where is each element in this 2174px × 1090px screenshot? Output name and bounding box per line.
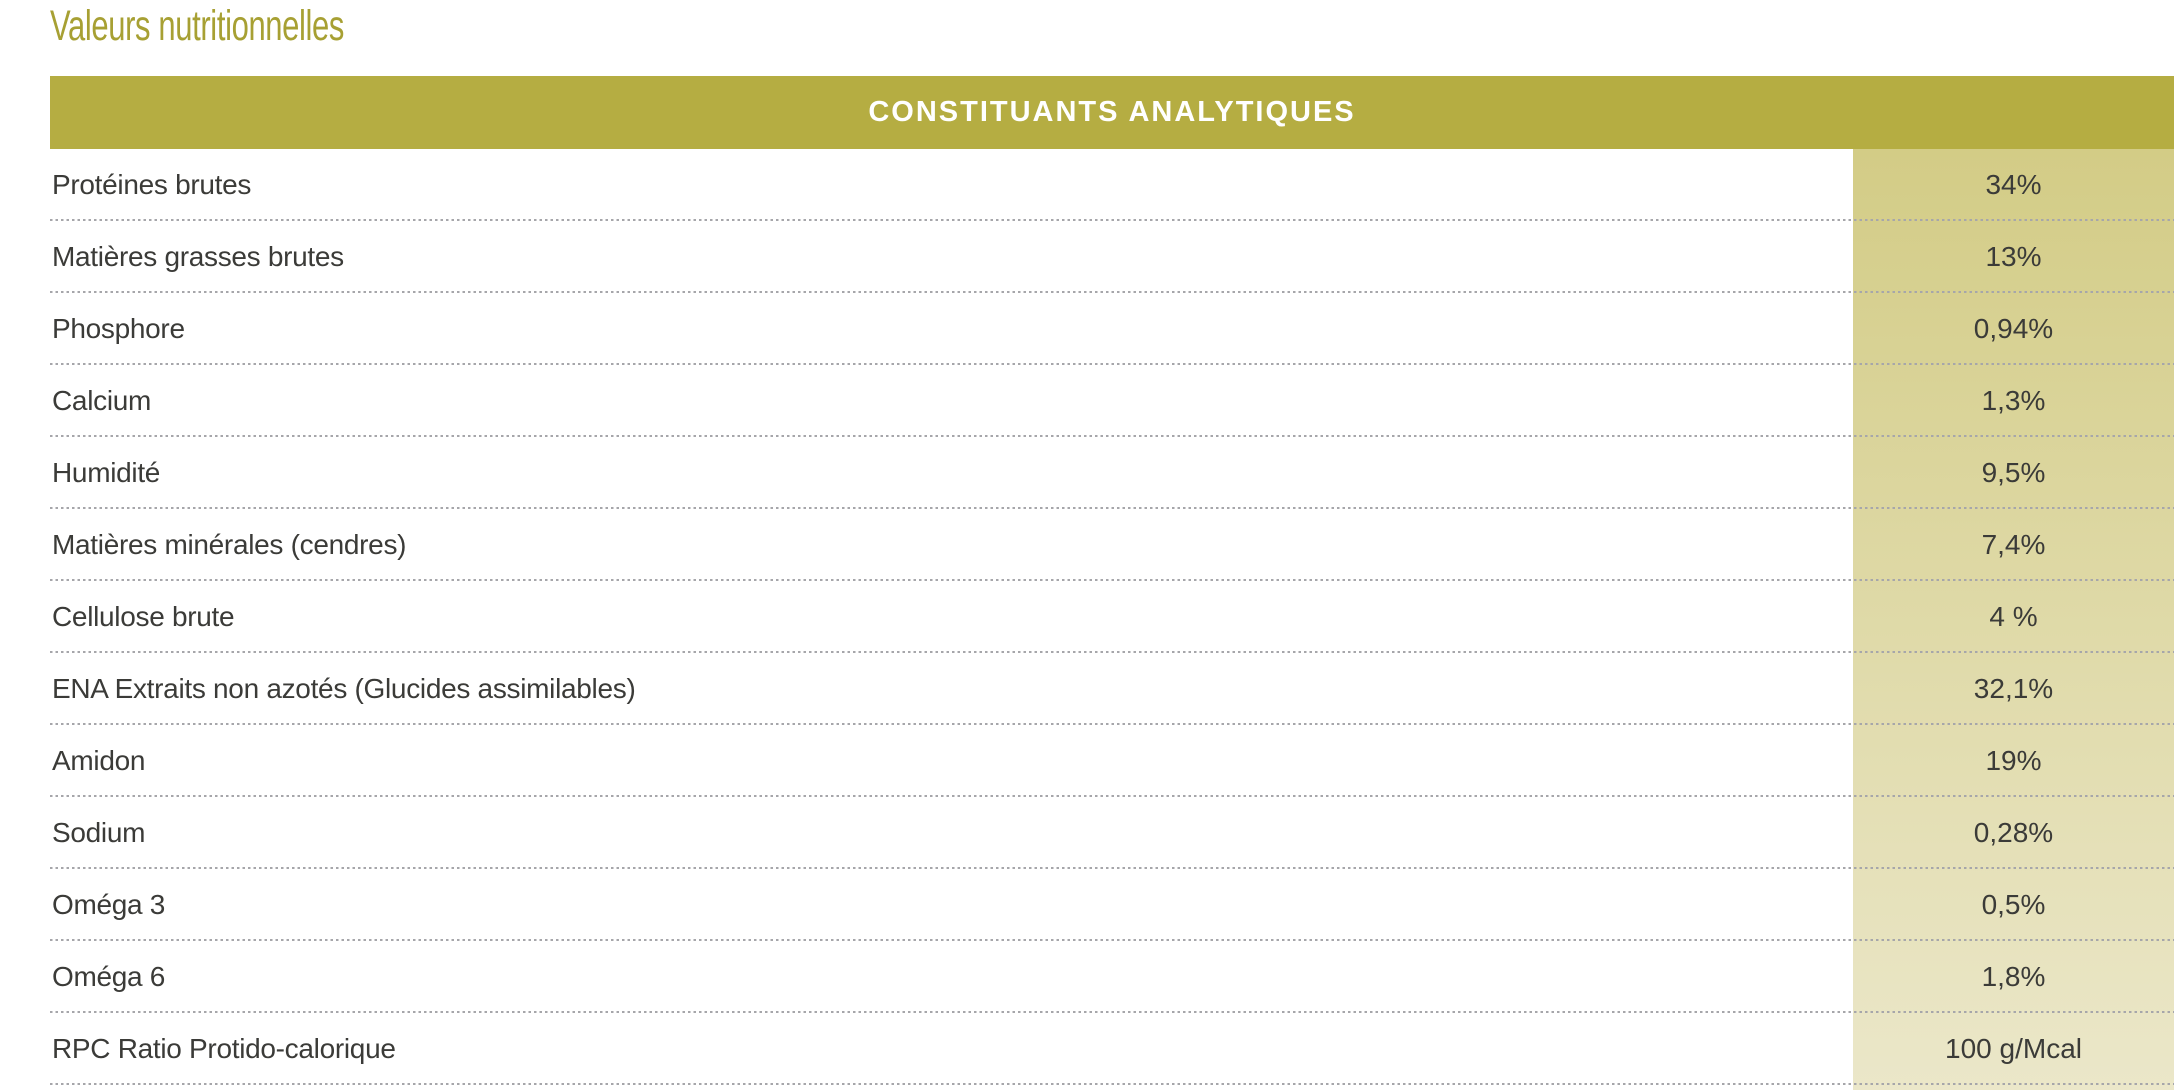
row-value: 1,3% (1981, 385, 2046, 416)
row-value: 4 % (1989, 601, 2038, 632)
row-label: Sodium (52, 817, 146, 848)
page-title-text: Valeurs nutritionnelles (50, 2, 345, 50)
table-row: Oméga 6 1,8% (50, 941, 2174, 1013)
row-value: 7,4% (1981, 529, 2046, 560)
row-value: 0,94% (1973, 313, 2054, 344)
row-label: Cellulose brute (52, 601, 235, 632)
row-label: Oméga 6 (52, 961, 166, 992)
table-row: Cellulose brute 4 % (50, 581, 2174, 653)
analytical-constituents-table: CONSTITUANTS ANALYTIQUES Protéines brute… (50, 76, 2174, 1090)
value-column-background (1853, 149, 2174, 1090)
row-label: Oméga 3 (52, 889, 166, 920)
row-label: Phosphore (52, 313, 185, 344)
table-row: Oméga 3 0,5% (50, 869, 2174, 941)
row-value: 34% (1985, 169, 2042, 200)
table-row: Matières grasses brutes 13% (50, 221, 2174, 293)
row-value: 9,5% (1981, 457, 2046, 488)
row-value: 0,28% (1973, 817, 2054, 848)
table-row: Amidon 19% (50, 725, 2174, 797)
table-row: RPC Ratio Protido-calorique 100 g/Mcal (50, 1013, 2174, 1085)
row-label: Amidon (52, 745, 146, 776)
row-label: Protéines brutes (52, 169, 252, 200)
table-header-bar: CONSTITUANTS ANALYTIQUES (50, 76, 2174, 149)
table-header-label: CONSTITUANTS ANALYTIQUES (868, 96, 1356, 128)
row-value: 100 g/Mcal (1945, 1033, 2082, 1064)
table-rows: Protéines brutes 34% Matières grasses br… (50, 149, 2174, 1090)
row-label: Calcium (52, 385, 152, 416)
table-row: Calcium 1,3% (50, 365, 2174, 437)
row-value: 1,8% (1981, 961, 2046, 992)
row-value: 32,1% (1973, 673, 2054, 704)
row-value: 0,5% (1981, 889, 2046, 920)
table-row: Phosphore 0,94% (50, 293, 2174, 365)
row-label: Humidité (52, 457, 161, 488)
row-label: ENA Extraits non azotés (Glucides assimi… (52, 673, 636, 704)
table-row: Protéines brutes 34% (50, 149, 2174, 221)
row-label: Matières minérales (cendres) (52, 529, 407, 560)
page-title: Valeurs nutritionnelles (50, 2, 458, 51)
table-row: Humidité 9,5% (50, 437, 2174, 509)
row-value: 13% (1985, 241, 2042, 272)
row-label: Matières grasses brutes (52, 241, 344, 272)
row-value: 19% (1985, 745, 2042, 776)
table-row: Sodium 0,28% (50, 797, 2174, 869)
table-row: ENA Extraits non azotés (Glucides assimi… (50, 653, 2174, 725)
row-label: RPC Ratio Protido-calorique (52, 1033, 396, 1064)
table-row: Matières minérales (cendres) 7,4% (50, 509, 2174, 581)
